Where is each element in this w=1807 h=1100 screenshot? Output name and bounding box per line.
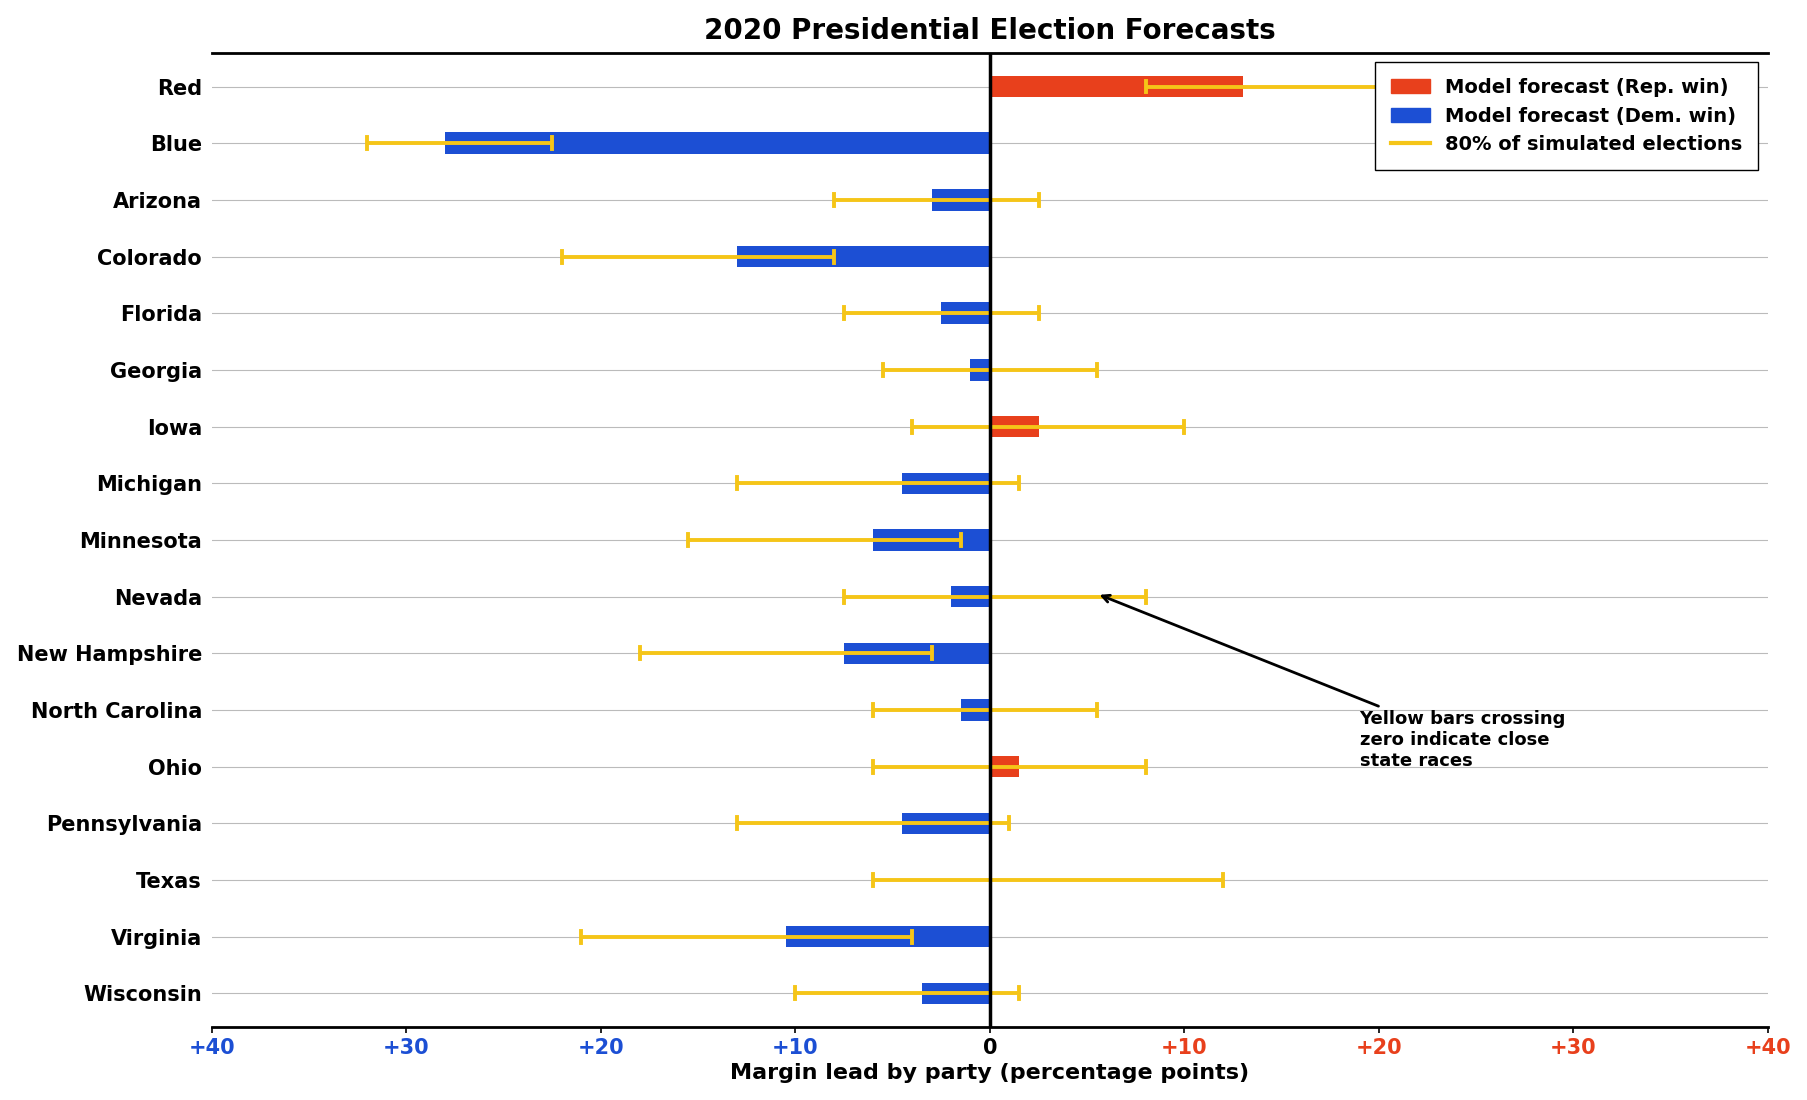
Title: 2020 Presidential Election Forecasts: 2020 Presidential Election Forecasts	[703, 16, 1276, 45]
Bar	[931, 189, 990, 211]
Bar	[737, 245, 990, 267]
Bar	[902, 473, 990, 494]
Bar	[922, 982, 990, 1004]
Bar	[990, 756, 1019, 778]
Legend: Model forecast (Rep. win), Model forecast (Dem. win), 80% of simulated elections: Model forecast (Rep. win), Model forecas…	[1375, 63, 1758, 169]
Bar	[844, 642, 990, 664]
Text: Yellow bars crossing
zero indicate close
state races: Yellow bars crossing zero indicate close…	[1102, 595, 1565, 770]
Bar	[990, 416, 1037, 438]
Bar	[990, 76, 1241, 97]
X-axis label: Margin lead by party (percentage points): Margin lead by party (percentage points)	[730, 1064, 1249, 1084]
Bar	[902, 813, 990, 834]
Bar	[873, 529, 990, 551]
Bar	[786, 926, 990, 947]
Bar	[950, 586, 990, 607]
Bar	[445, 132, 990, 154]
Bar	[970, 360, 990, 381]
Bar	[941, 302, 990, 324]
Bar	[960, 700, 990, 720]
